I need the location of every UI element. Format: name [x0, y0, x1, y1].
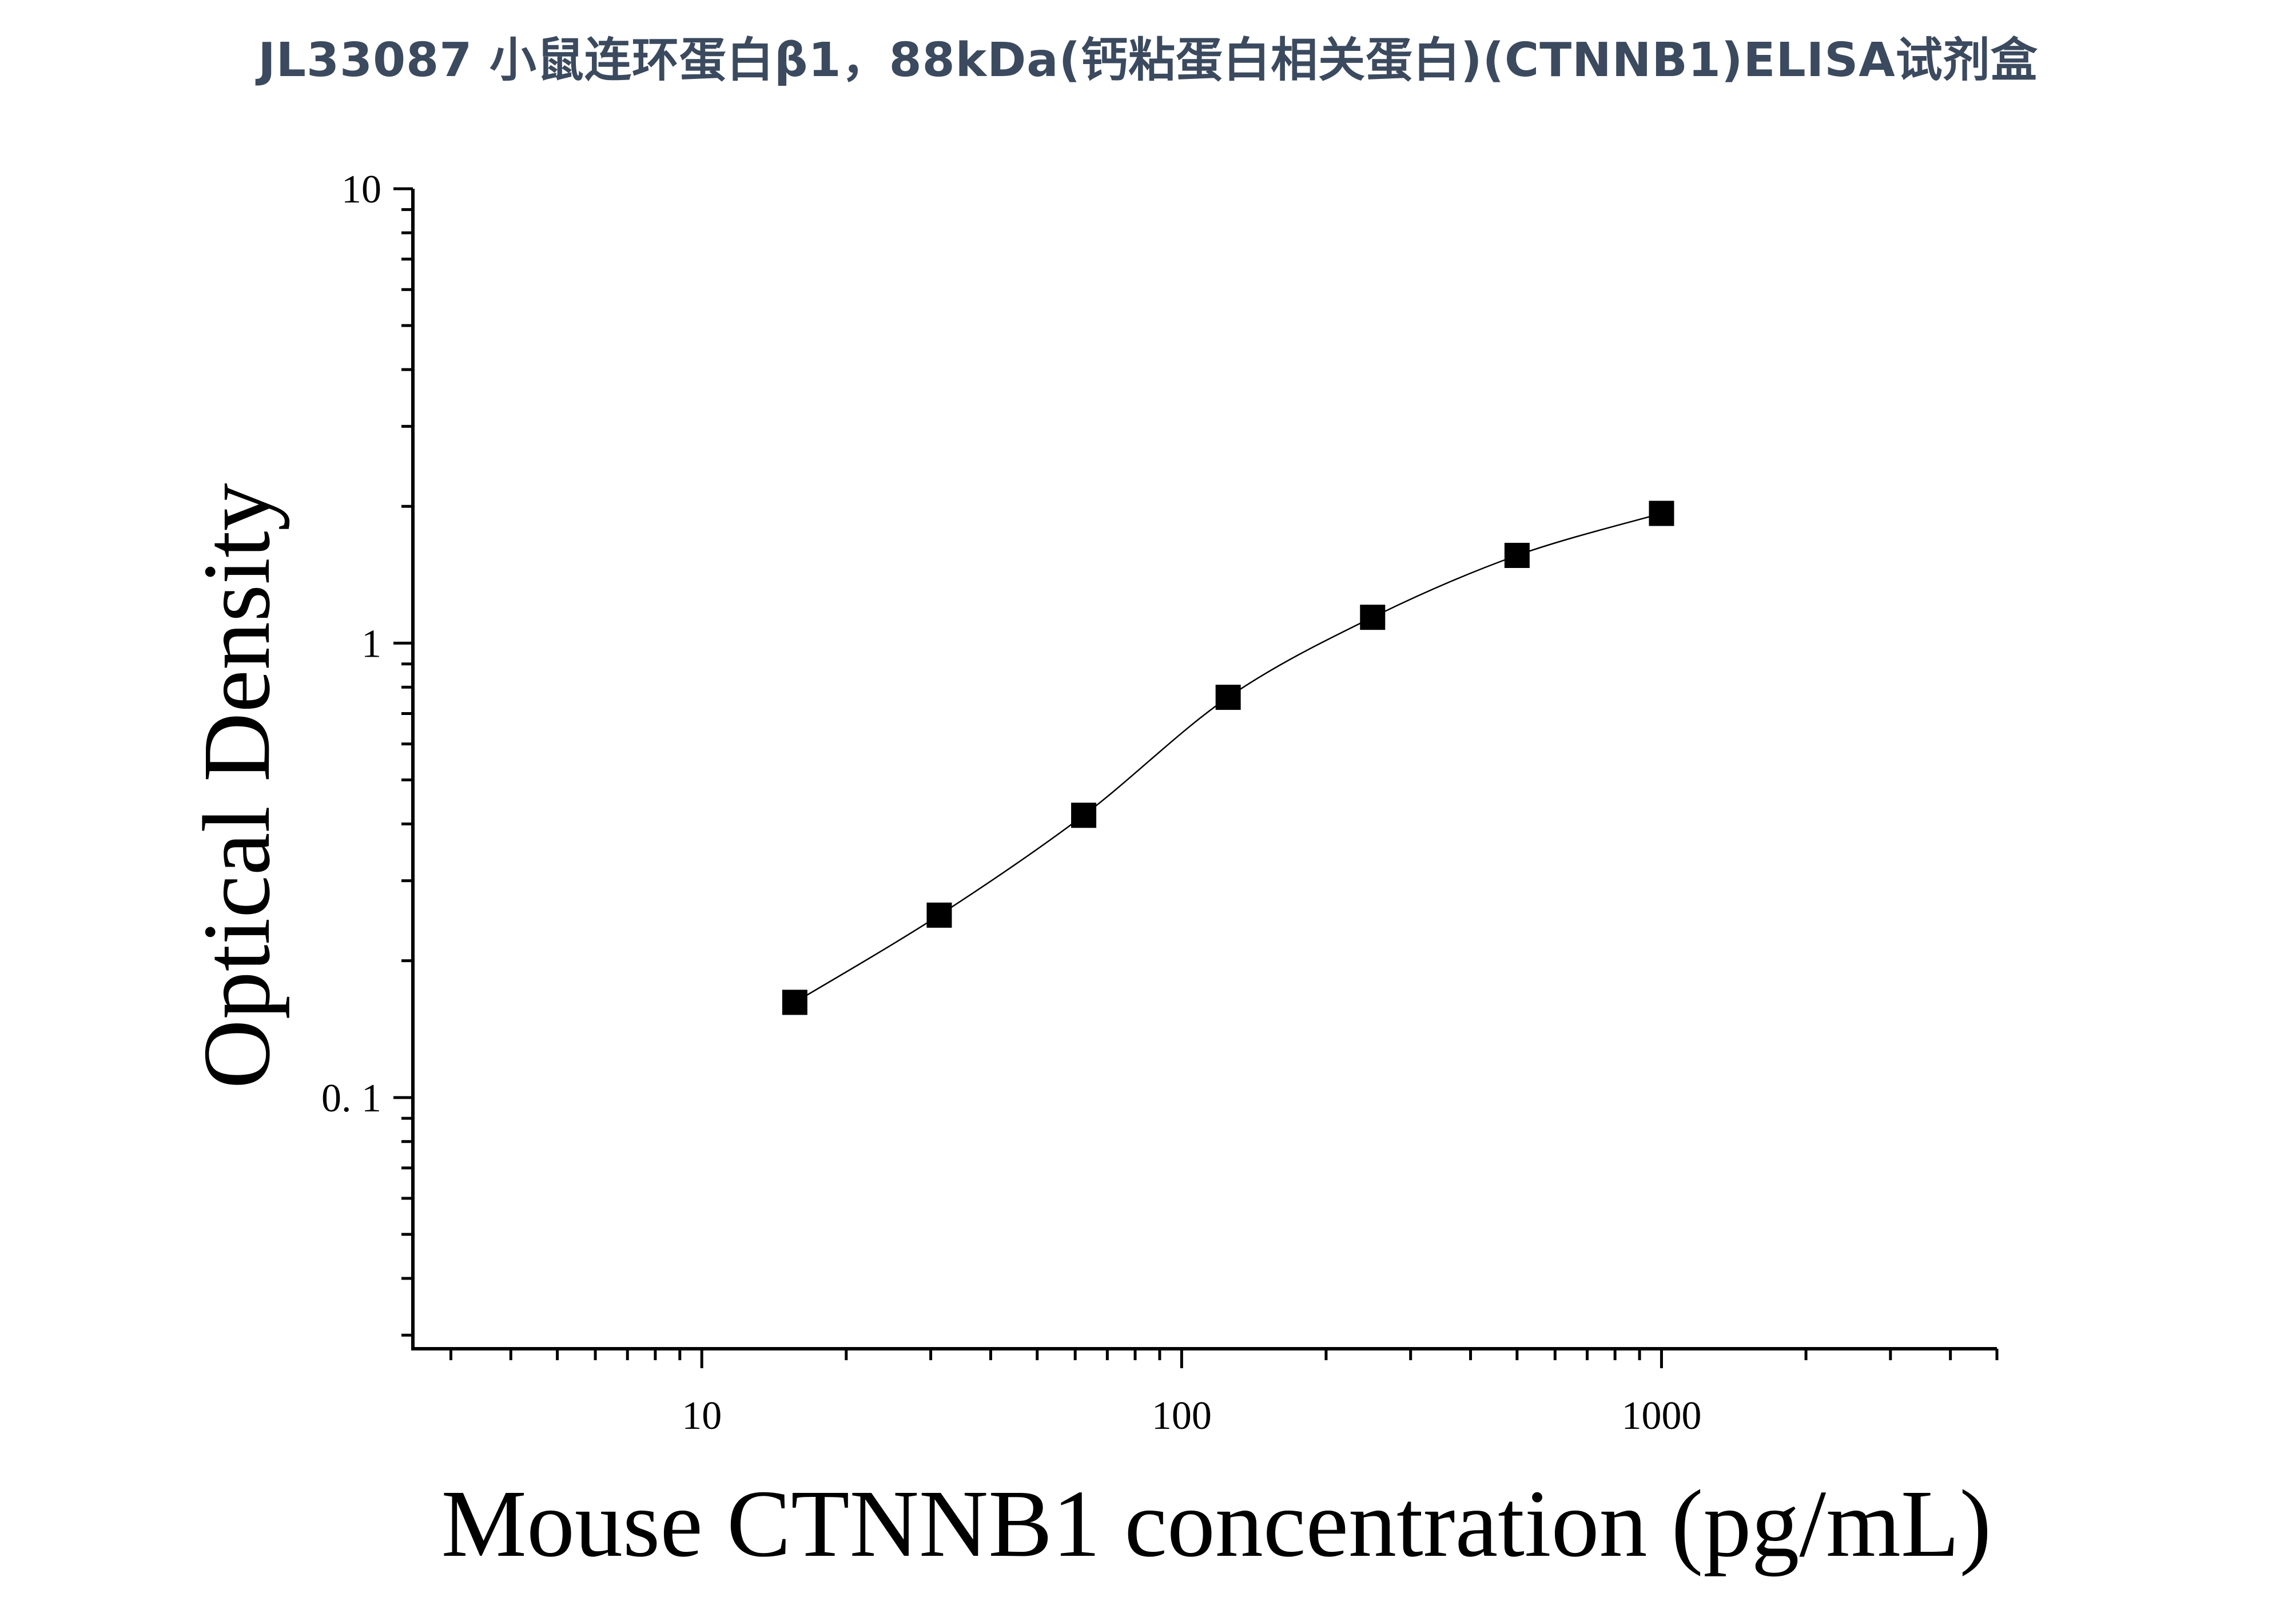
- y-axis-label: Optical Density: [184, 483, 290, 1088]
- x-axis-label: Mouse CTNNB1 concentration (pg/mL): [441, 1471, 1992, 1577]
- data-point: [926, 902, 952, 928]
- data-point: [1649, 500, 1674, 526]
- x-tick-label: 1000: [1621, 1394, 1701, 1438]
- y-axis-ticks: 0. 1 1 10: [321, 168, 413, 1337]
- x-tick-label: 100: [1152, 1394, 1212, 1438]
- data-point: [1071, 802, 1097, 828]
- y-tick-label: 1: [361, 622, 381, 666]
- data-point: [782, 990, 807, 1015]
- x-axis-ticks: 10 100 1000: [449, 1349, 1999, 1438]
- fit-curve: [794, 513, 1662, 1003]
- data-points: [782, 500, 1674, 1015]
- y-tick-label: 10: [341, 168, 381, 212]
- axes: [411, 189, 1997, 1350]
- data-point: [1360, 605, 1386, 630]
- x-tick-label: 10: [682, 1394, 722, 1438]
- data-point: [1215, 685, 1241, 710]
- chart-title: JL33087 小鼠连环蛋白β1，88kDa(钙粘蛋白相关蛋白)(CTNNB1)…: [258, 33, 2038, 88]
- y-tick-label: 0. 1: [321, 1076, 381, 1121]
- data-point: [1504, 542, 1530, 568]
